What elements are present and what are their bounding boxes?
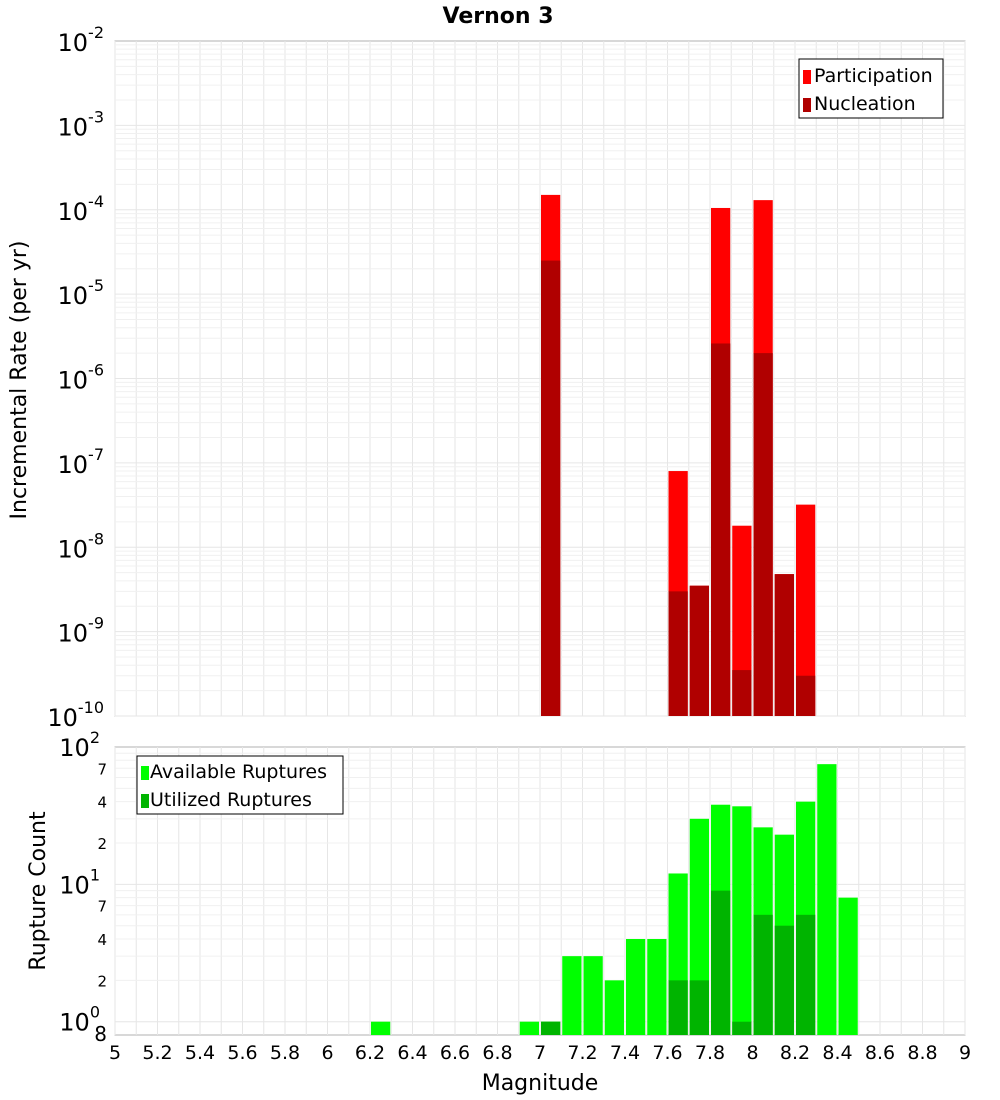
x-tick-label: 5.6 [227,1042,257,1064]
x-tick-label: 5.2 [142,1042,172,1064]
legend-swatch [803,98,811,112]
x-tick-label: 8.8 [907,1042,937,1064]
legend-swatch [141,794,149,808]
nucleation-bar [711,343,731,716]
bottom-y-minor-tick-label: 7 [97,760,107,778]
x-tick-label: 8.2 [780,1042,810,1064]
bottom-y-tick-label: 102 [59,728,100,762]
legend-label: Utilized Ruptures [150,789,312,811]
utilized-ruptures-bar [541,1021,561,1035]
top-legend [798,58,944,119]
nucleation-bar [774,574,794,716]
top-y-tick-label: 10-6 [58,361,105,395]
bottom-y-tick-label: 100 [59,1003,100,1037]
x-tick-label: 7.4 [610,1042,640,1064]
available-ruptures-bar [519,1021,539,1035]
x-tick-label: 5.8 [270,1042,300,1064]
x-tick-label: 7.8 [695,1042,725,1064]
top-y-tick-label: 10-5 [58,276,105,310]
legend-label: Nucleation [814,93,916,115]
available-ruptures-bar [817,764,837,1035]
top-y-axis-label: Incremental Rate (per yr) [7,241,32,520]
available-ruptures-bar [562,956,582,1035]
x-tick-label: 6.2 [355,1042,385,1064]
x-tick-label: 6.8 [482,1042,512,1064]
bottom-legend [136,755,344,815]
utilized-ruptures-bar [689,980,709,1035]
participation-bar [732,525,752,716]
top-y-tick-label: 10-8 [58,529,105,563]
available-ruptures-bar [732,806,752,1035]
legend-swatch [141,766,149,780]
legend-label: Participation [814,65,933,87]
x-tick-label: 9 [959,1042,971,1064]
bottom-count-panel: 102 101 100 7 4 2 7 4 2 8 Available Ruptures Utiliz… [59,728,966,1046]
utilized-ruptures-bar [753,914,773,1035]
nucleation-bar [753,353,773,716]
x-tick-label: 6.4 [397,1042,427,1064]
x-tick-label: 8.4 [822,1042,852,1064]
utilized-ruptures-bar [711,890,731,1035]
x-tick-label: 6 [321,1042,333,1064]
nucleation-bar [732,670,752,716]
available-ruptures-bar [583,956,603,1035]
nucleation-bar [668,591,688,716]
top-rate-panel: 10-2 10-3 10-4 10-5 10-6 10-7 10-8 10-9 10-10 Par… [47,23,966,732]
bottom-y-axis-label: Rupture Count [26,811,51,971]
x-tick-label: 7.6 [652,1042,682,1064]
x-tick-label: 5.4 [185,1042,215,1064]
utilized-ruptures-bar [774,925,794,1035]
bottom-y-tick-label: 101 [59,865,100,899]
available-ruptures-bar [371,1021,391,1035]
bottom-y-minor-tick-label: 8 [94,1022,107,1046]
utilized-ruptures-bar [796,914,816,1035]
bottom-y-minor-tick-label: 7 [97,898,107,916]
available-ruptures-bar [604,980,624,1035]
x-tick-label: 6.6 [440,1042,470,1064]
nucleation-bar [689,585,709,716]
available-ruptures-bar [626,939,646,1035]
top-y-tick-label: 10-2 [58,23,105,57]
bottom-y-minor-tick-label: 2 [97,835,107,853]
nucleation-bar [796,675,816,716]
x-tick-labels: 5 5.2 5.4 5.6 5.8 6 6.2 6.4 6.6 6.8 7 7.2 7.4 7.6 7.8 8… [109,1042,971,1064]
utilized-ruptures-bar [668,980,688,1035]
available-ruptures-bar [647,939,667,1035]
x-tick-label: 5 [109,1042,121,1064]
x-tick-label: 7 [534,1042,546,1064]
available-ruptures-bar [838,897,858,1035]
nucleation-bar [541,260,561,716]
x-axis-label: Magnitude [482,1071,599,1096]
legend-swatch [803,70,811,84]
participation-bar [796,504,816,716]
top-y-tick-label: 10-3 [58,107,105,141]
x-tick-label: 7.2 [567,1042,597,1064]
bottom-y-minor-tick-label: 2 [97,972,107,990]
legend-label: Available Ruptures [150,761,327,783]
chart-title: Vernon 3 [443,4,554,29]
x-tick-label: 8.6 [865,1042,895,1064]
top-y-tick-label: 10-7 [58,445,105,479]
x-tick-label: 8 [746,1042,758,1064]
top-y-tick-label: 10-4 [58,192,105,226]
utilized-ruptures-bar [732,1021,752,1035]
top-y-tick-label: 10-10 [47,698,104,732]
bottom-y-minor-tick-label: 4 [97,931,107,949]
top-y-tick-label: 10-9 [58,614,105,648]
bottom-y-minor-tick-label: 4 [97,794,107,812]
